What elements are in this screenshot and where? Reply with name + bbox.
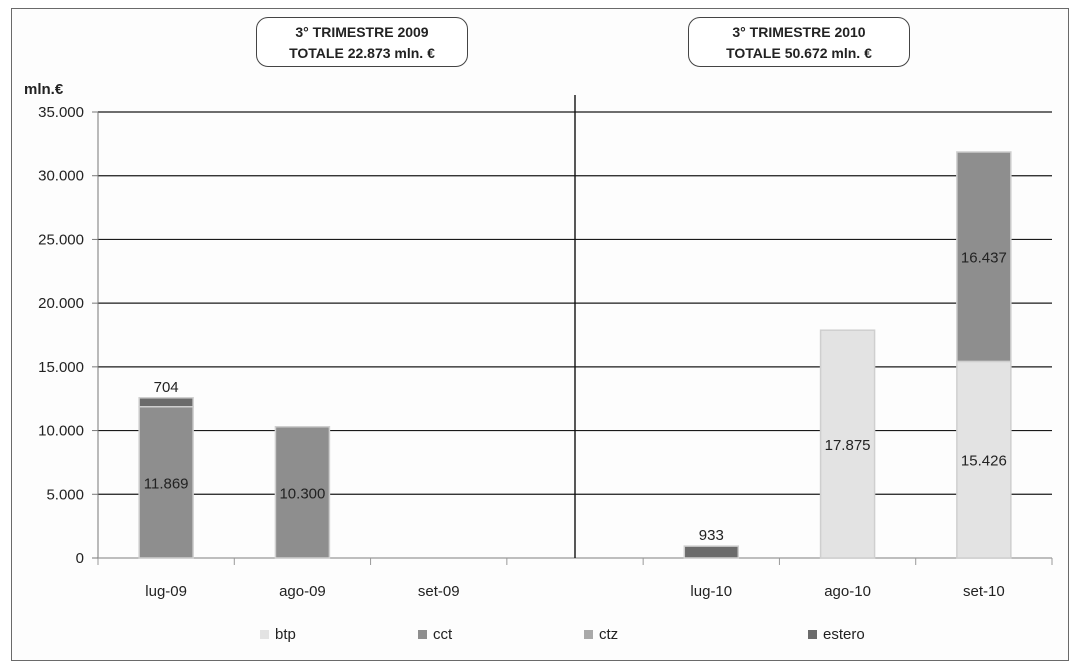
bar-cct	[138, 406, 194, 559]
bar-cct	[956, 151, 1012, 363]
legend-layer: btp cct ctz estero	[260, 626, 865, 643]
legend-swatch-estero	[808, 630, 817, 639]
x-tick-label: lug-10	[690, 583, 732, 600]
legend-label-estero: estero	[823, 626, 865, 643]
period-2010-title: 3° TRIMESTRE 2010	[732, 24, 866, 40]
period-box-2010: 3° TRIMESTRE 2010 TOTALE 50.672 mln. €	[688, 17, 910, 67]
x-tick-label: ago-09	[279, 583, 326, 600]
data-label: 11.869	[144, 475, 189, 492]
bar-estero	[138, 397, 194, 408]
label-layer: 11.869 704 10.300 933 17.875 15.426 16.437	[144, 250, 1007, 544]
bar-cct	[274, 425, 331, 559]
legend-label-ctz: ctz	[599, 626, 618, 643]
bar-layer	[138, 151, 1012, 559]
y-tick-label: 20.000	[38, 295, 84, 312]
x-tick-label: lug-09	[145, 583, 187, 600]
bar-estero	[683, 545, 740, 559]
legend-label-cct: cct	[433, 626, 453, 643]
bar-btp	[956, 360, 1012, 559]
y-tick-label: 5.000	[46, 486, 84, 503]
y-tick-label: 35.000	[38, 104, 84, 121]
period-2009-total: TOTALE 22.873 mln. €	[289, 45, 435, 61]
x-tick-label: ago-10	[824, 583, 871, 600]
axis-layer: 0 5.000 10.000 15.000 20.000 25.000 30.000 35.0…	[24, 81, 1053, 600]
data-label: 17.875	[825, 437, 871, 454]
y-tick-label: 15.000	[38, 359, 84, 376]
period-2010-total: TOTALE 50.672 mln. €	[726, 45, 872, 61]
data-label: 704	[154, 379, 179, 396]
legend-swatch-ctz	[584, 630, 593, 639]
data-label: 15.426	[961, 453, 1007, 470]
period-box-2009: 3° TRIMESTRE 2009 TOTALE 22.873 mln. €	[256, 17, 468, 67]
data-label: 933	[699, 527, 724, 544]
y-tick-label: 0	[76, 550, 84, 567]
x-tick-label: set-10	[963, 583, 1005, 600]
y-axis-unit: mln.€	[24, 81, 64, 98]
bar-btp	[819, 329, 876, 559]
period-2009-title: 3° TRIMESTRE 2009	[295, 24, 429, 40]
legend-label-btp: btp	[275, 626, 296, 643]
legend-swatch-cct	[418, 630, 427, 639]
data-label: 16.437	[961, 250, 1007, 267]
y-tick-label: 10.000	[38, 423, 84, 440]
data-label: 10.300	[279, 485, 325, 502]
x-tick-label: set-09	[418, 583, 460, 600]
y-tick-label: 25.000	[38, 231, 84, 248]
y-tick-label: 30.000	[38, 168, 84, 185]
legend-swatch-btp	[260, 630, 269, 639]
